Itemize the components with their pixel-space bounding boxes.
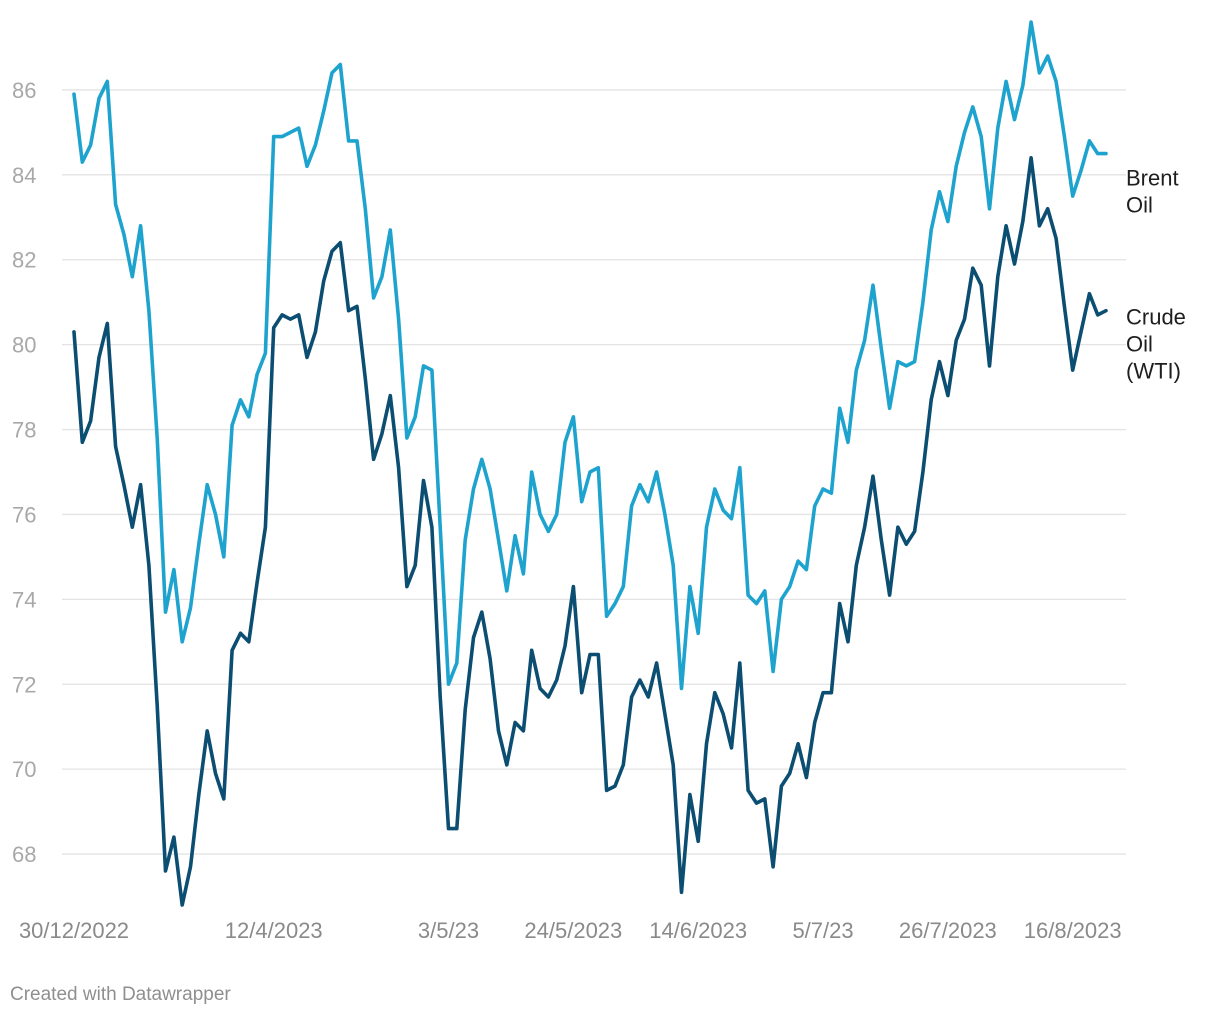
x-tick-label: 5/7/23 — [792, 918, 853, 943]
y-tick-label: 82 — [12, 248, 36, 273]
y-tick-label: 70 — [12, 757, 36, 782]
footer-credit: Created with Datawrapper — [10, 984, 231, 1005]
x-tick-label: 14/6/2023 — [649, 918, 747, 943]
y-tick-label: 78 — [12, 418, 36, 443]
series-line — [72, 20, 1108, 691]
series-label-line: Crude — [1126, 305, 1186, 330]
gridlines — [62, 89, 1126, 855]
y-tick-label: 72 — [12, 672, 36, 697]
y-tick-label: 80 — [12, 333, 36, 358]
x-tick-label: 16/8/2023 — [1024, 918, 1122, 943]
series-label: Brent Oil — [1126, 165, 1179, 217]
x-tick-label: 12/4/2023 — [225, 918, 323, 943]
y-axis-ticks: 68 70 72 74 76 78 80 82 84 86 — [12, 78, 36, 867]
x-tick-label: 3/5/23 — [418, 918, 479, 943]
y-tick-label: 68 — [12, 842, 36, 867]
series-line — [72, 156, 1108, 907]
series-label-line: Brent — [1126, 165, 1179, 190]
series-label-line: (WTI) — [1126, 359, 1181, 384]
series-label-line: Oil — [1126, 332, 1153, 357]
y-tick-label: 76 — [12, 502, 36, 527]
x-tick-label: 26/7/2023 — [899, 918, 997, 943]
y-tick-label: 74 — [12, 587, 36, 612]
x-axis-ticks: 30/12/2022 12/4/2023 3/5/23 24/5/2023 14/6/2… — [19, 918, 1122, 943]
series-label: Crude Oil (WTI) — [1126, 305, 1186, 384]
series-label-line: Oil — [1126, 192, 1153, 217]
x-tick-label: 24/5/2023 — [524, 918, 622, 943]
x-tick-label: 30/12/2022 — [19, 918, 129, 943]
y-tick-label: 84 — [12, 163, 36, 188]
series-lines — [72, 20, 1108, 907]
y-tick-label: 86 — [12, 78, 36, 103]
